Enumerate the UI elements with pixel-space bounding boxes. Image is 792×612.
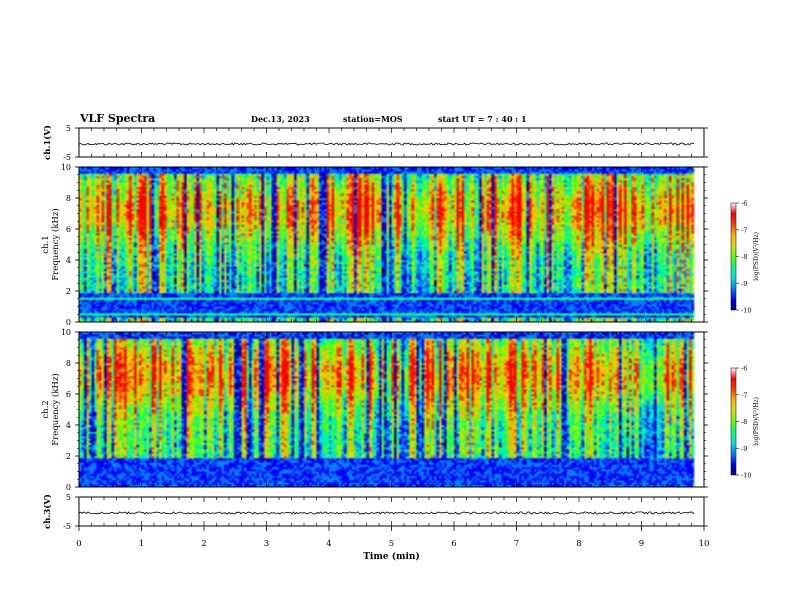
xtick-label-6: 6 (451, 539, 456, 549)
ch2-spectrogram-ytick-label-1: 2 (66, 452, 71, 461)
ch2-spectrogram-ytick-label-2: 4 (66, 421, 71, 430)
ch2-spectrogram-ytick-label-4: 8 (66, 359, 71, 368)
ch1-spectrogram-ytick-label-3: 6 (66, 225, 71, 234)
xtick-label-9: 9 (639, 539, 644, 549)
ch1-spectrogram-ytick-label-2: 4 (66, 256, 71, 265)
chart-title: VLF Spectra (80, 112, 156, 125)
ch3-waveform-ylabel: ch.3(V) (42, 494, 53, 529)
ch3-waveform-trace (78, 511, 695, 515)
xtick-label-1: 1 (139, 539, 144, 549)
xtick-label-5: 5 (389, 539, 394, 549)
ch2-spectrogram-colorbar-tick-1: -7 (741, 391, 747, 399)
ch2-spectrogram-colorbar-label: log(PSD)(V²/Hz) (753, 397, 760, 446)
ch1-spectrogram-image (79, 167, 704, 322)
ch2-spectrogram-ytick-label-0: 0 (66, 483, 71, 492)
ch2-spectrogram-colorbar-tick-0: -6 (741, 365, 747, 373)
ch1-spectrogram-colorbar-tick-0: -6 (741, 200, 747, 208)
ch2-spectrogram-image (79, 332, 704, 487)
xaxis-label: Time (min) (363, 551, 420, 562)
ch1-spectrogram-ytick-label-1: 2 (66, 287, 71, 296)
ch2-spectrogram-colorbar-tick-3: -9 (741, 445, 747, 453)
xtick-label-0: 0 (76, 539, 81, 549)
ch2-spectrogram-colorbar (730, 367, 737, 476)
xtick-label-3: 3 (264, 539, 269, 549)
ch1-spectrogram-ytick-label-5: 10 (61, 163, 71, 172)
ch1-spectrogram-ytick-label-0: 0 (66, 318, 71, 327)
ch1-waveform-ylabel: ch.1(V) (42, 125, 53, 160)
date-label: Dec.13, 2023 (251, 114, 310, 124)
ch1-spectrogram-colorbar-label: log(PSD)(V²/Hz) (753, 232, 760, 281)
ch1-spectrogram-colorbar-tick-1: -7 (741, 226, 747, 234)
ch2-spectrogram-colorbar-tick-2: -8 (741, 418, 747, 426)
ch1-spectrogram-ylabel: ch.1Frequency (kHz) (41, 208, 61, 280)
xtick-label-8: 8 (576, 539, 581, 549)
ch1-waveform-ytick-label-0: 5 (66, 124, 71, 133)
ch3-waveform-ytick-label-0: 5 (66, 493, 71, 502)
ch3-waveform-ytick-label-1: -5 (63, 522, 71, 531)
xtick-label-4: 4 (326, 539, 331, 549)
ch1-spectrogram-colorbar-tick-3: -9 (741, 280, 747, 288)
ch2-spectrogram-ytick-label-3: 6 (66, 390, 71, 399)
station-label: station=MOS (343, 114, 403, 124)
ch2-spectrogram-ytick-label-5: 10 (61, 328, 71, 337)
ch1-waveform-trace (78, 142, 695, 146)
xtick-label-7: 7 (514, 539, 519, 549)
ch1-spectrogram-colorbar-tick-4: -10 (741, 307, 751, 315)
xtick-label-2: 2 (201, 539, 206, 549)
ch1-spectrogram-colorbar-tick-2: -8 (741, 253, 747, 261)
ch2-spectrogram-ylabel: ch.2Frequency (kHz) (41, 373, 61, 445)
start-time-label: start UT = 7 : 40 : 1 (438, 114, 527, 124)
xtick-label-10: 10 (699, 539, 710, 549)
ch2-spectrogram-colorbar-tick-4: -10 (741, 472, 751, 480)
ch1-spectrogram-colorbar (730, 202, 737, 311)
ch1-waveform-ytick-label-1: -5 (63, 153, 71, 162)
ch1-spectrogram-ytick-label-4: 8 (66, 194, 71, 203)
